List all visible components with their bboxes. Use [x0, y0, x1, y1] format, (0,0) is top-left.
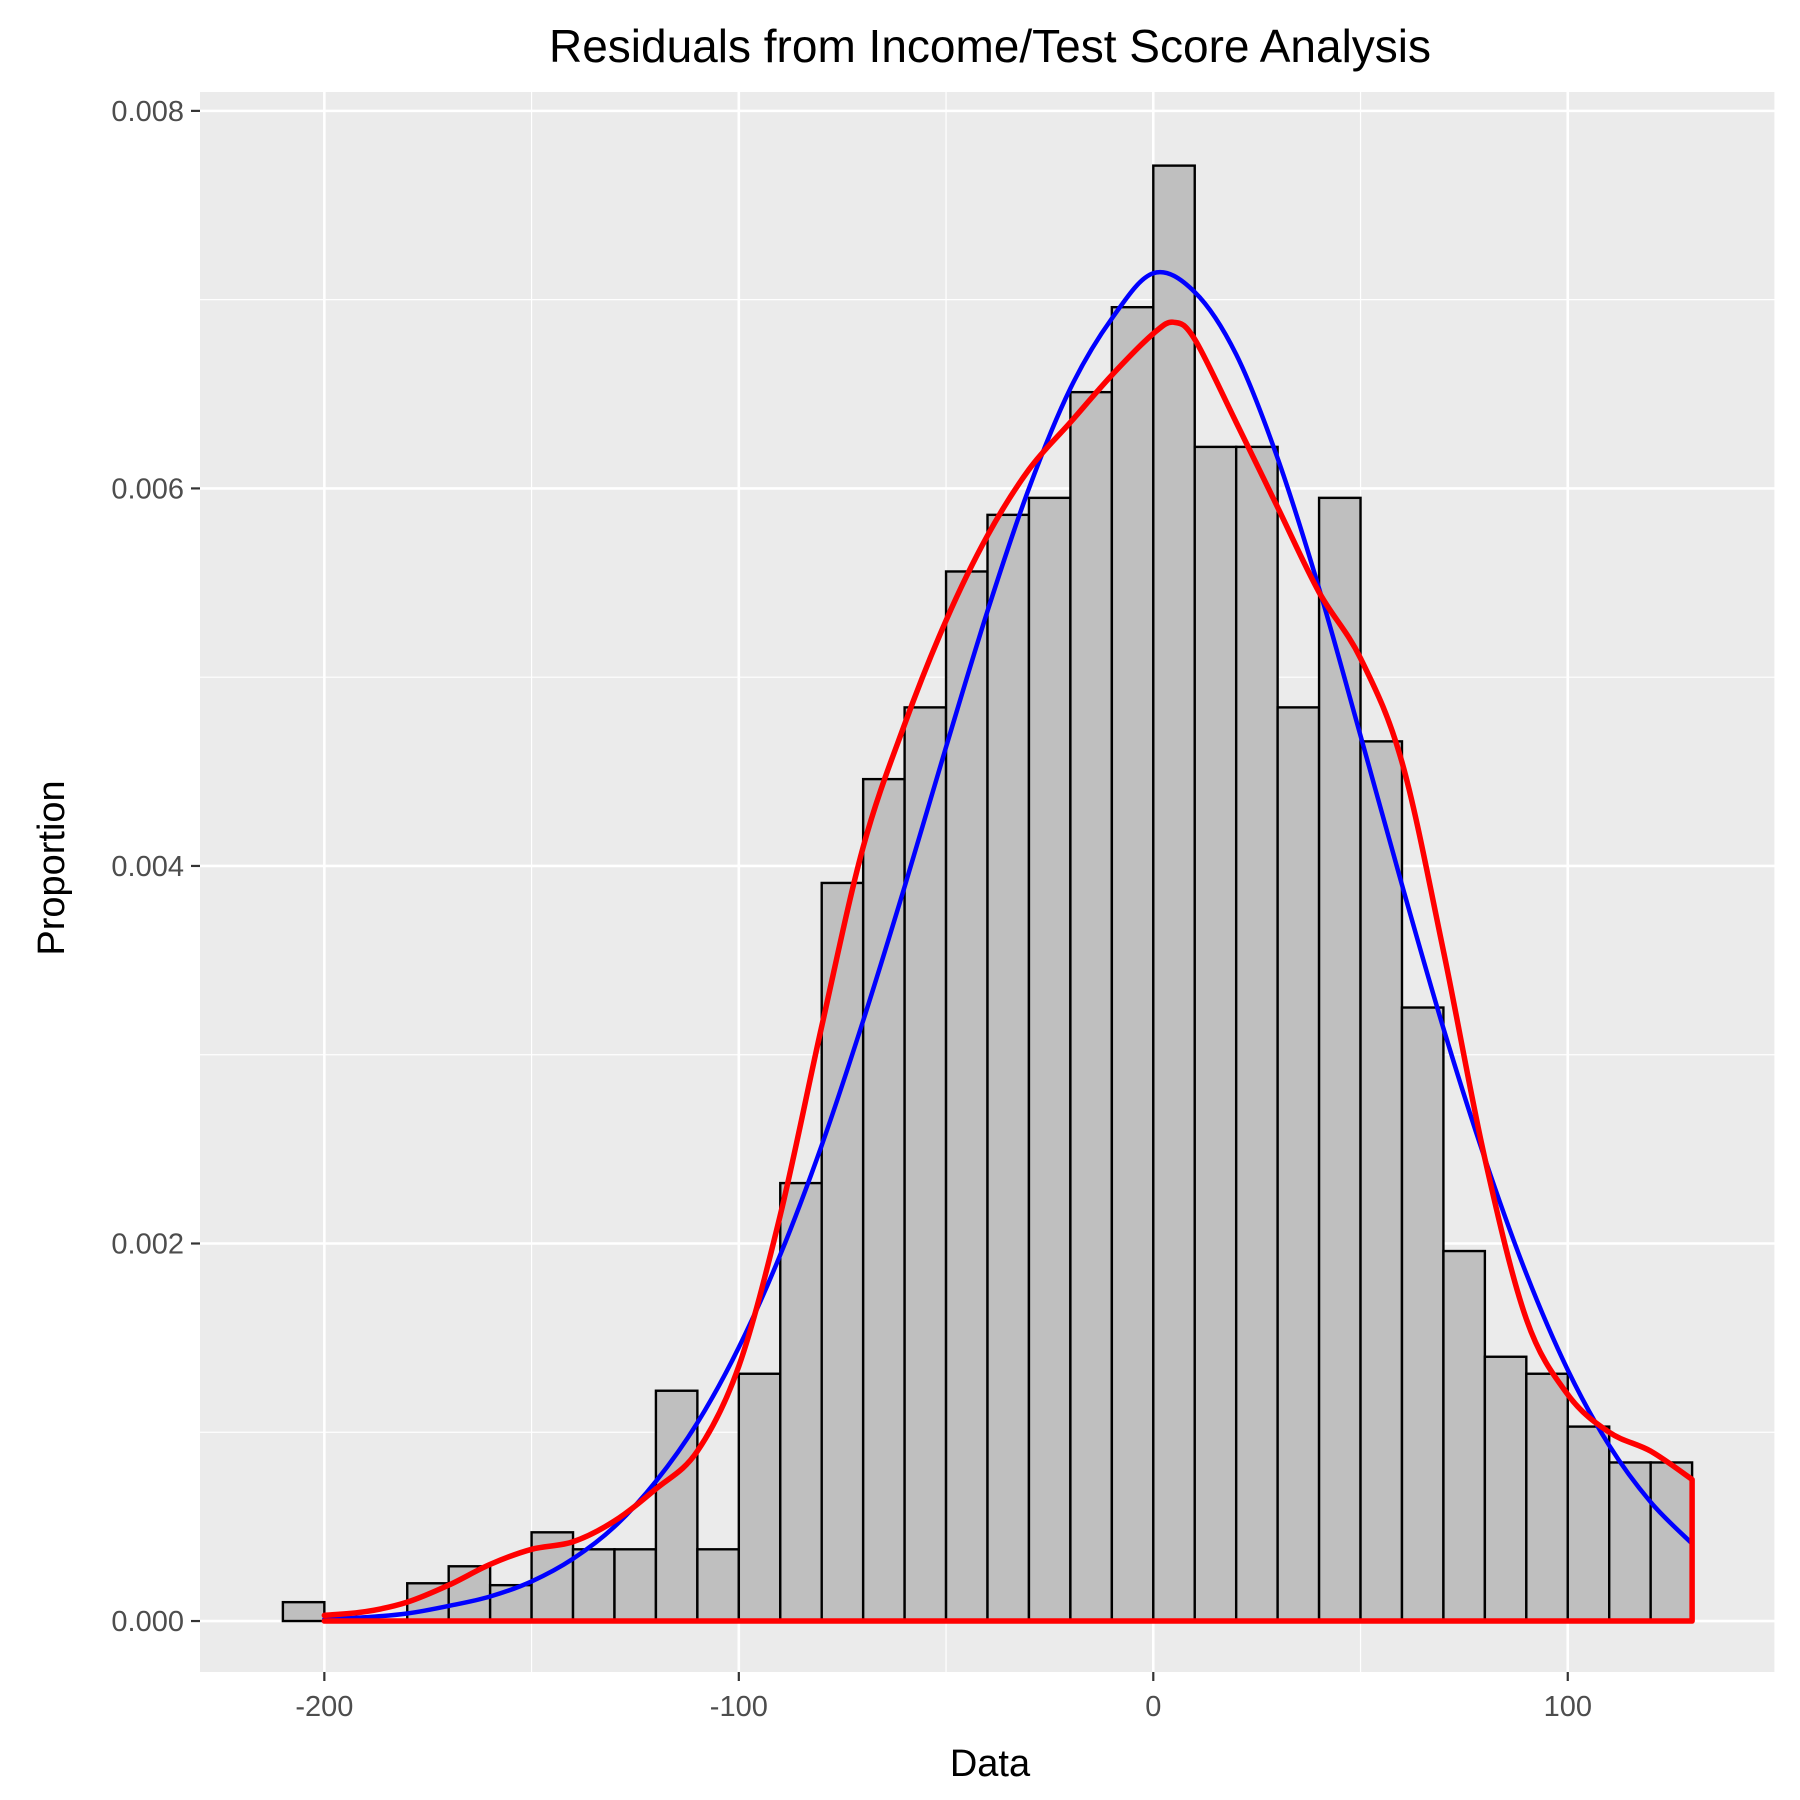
histogram-bar [1608, 1461, 1652, 1623]
x-tick-label: -100 [710, 1691, 768, 1723]
histogram-bar [1525, 1372, 1569, 1623]
histogram-bar [1152, 164, 1196, 1623]
y-tick-label: 0.008 [111, 96, 184, 128]
y-axis: 0.000 0.002 0.004 0.006 0.008 [111, 96, 200, 1638]
histogram-bar [281, 1600, 326, 1623]
histogram-bar [1027, 496, 1072, 1623]
y-tick-label: 0.004 [111, 851, 184, 883]
histogram-bar [571, 1548, 616, 1623]
y-tick-label: 0.002 [111, 1228, 184, 1260]
y-tick-label: 0.006 [111, 473, 184, 505]
x-tick-label: 100 [1544, 1691, 1592, 1723]
histogram-bar [861, 777, 906, 1623]
histogram-bar [1566, 1425, 1611, 1623]
histogram-bar [779, 1181, 823, 1623]
histogram-bar [1442, 1249, 1487, 1623]
histogram-bar [1234, 445, 1279, 1623]
histogram-bar [1276, 706, 1321, 1623]
histogram-bar [737, 1372, 782, 1623]
histogram-bar [1110, 305, 1155, 1623]
x-tick-label: -200 [295, 1691, 353, 1723]
histogram-bar [903, 706, 948, 1623]
normal-curve [322, 269, 1695, 1622]
fitted-curves [321, 269, 1695, 1624]
histogram-bar [1069, 390, 1114, 1623]
histogram-bar [944, 570, 989, 1623]
y-axis-title: Proportion [31, 780, 73, 955]
y-tick-label: 0.000 [111, 1606, 184, 1638]
histogram-bar [696, 1548, 741, 1623]
histogram-bar [654, 1389, 699, 1623]
x-axis: -200 -100 0 100 [295, 1672, 1592, 1723]
x-axis-title: Data [950, 1743, 1031, 1785]
histogram-bar [1359, 740, 1404, 1623]
histogram-bar [613, 1548, 658, 1623]
histogram-bars [281, 164, 1694, 1623]
histogram-bar [986, 513, 1031, 1623]
x-tick-label: 0 [1145, 1691, 1161, 1723]
density-curve [321, 319, 1695, 1624]
histogram-bar [1193, 445, 1238, 1623]
histogram-bar [1483, 1355, 1528, 1623]
chart-title: Residuals from Income/Test Score Analysi… [549, 20, 1431, 72]
histogram-bar [1400, 1006, 1445, 1623]
histogram-bar [1317, 496, 1362, 1623]
histogram-bar [1649, 1461, 1694, 1623]
